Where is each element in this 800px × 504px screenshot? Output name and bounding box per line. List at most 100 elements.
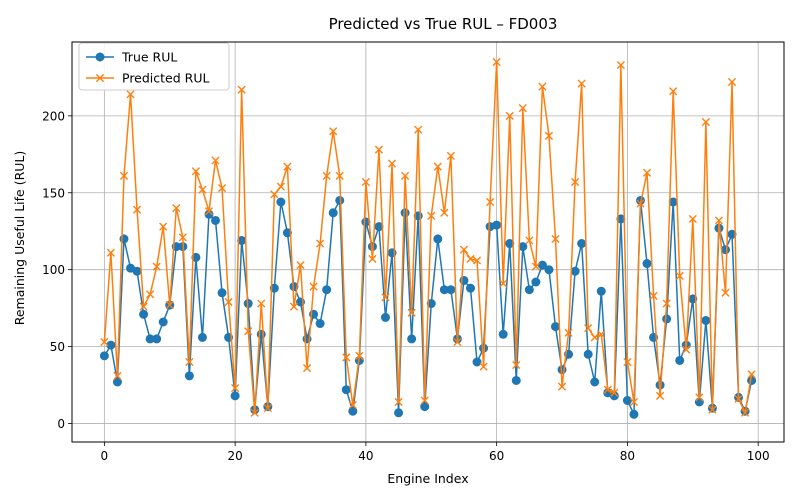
true-rul-point: [394, 408, 404, 418]
predicted-rul-point: [734, 394, 743, 404]
true-rul-point: [492, 220, 502, 230]
predicted-rul-point: [433, 162, 442, 171]
predicted-rul-point: [100, 337, 109, 347]
predicted-rul-point: [132, 205, 142, 214]
predicted-rul-point: [688, 214, 697, 224]
true-rul-point: [282, 228, 292, 238]
predicted-rul-point: [113, 371, 122, 380]
predicted-rul-point: [126, 90, 135, 99]
true-rul-point: [139, 309, 149, 319]
predicted-rul-point: [146, 290, 155, 299]
true-rul-point: [662, 314, 672, 324]
predicted-rul-point: [564, 328, 573, 337]
x-tick-label: 0: [101, 449, 109, 463]
true-rul-point: [158, 317, 168, 327]
predicted-rul-point: [453, 337, 462, 347]
predicted-rul-point: [381, 293, 390, 302]
predicted-rul-point: [237, 85, 246, 94]
series-predicted-rul: [100, 57, 756, 417]
true-rul-point: [217, 288, 227, 298]
true-rul-point: [348, 406, 358, 416]
predicted-rul-point: [152, 262, 161, 271]
predicted-rul-point: [394, 397, 403, 407]
predicted-rul-point: [211, 156, 220, 165]
predicted-rul-point: [289, 302, 299, 311]
predicted-rul-point: [577, 79, 586, 88]
predicted-rul-point: [538, 82, 547, 91]
predicted-rul-point: [191, 167, 200, 176]
true-rul-point: [577, 239, 587, 249]
predicted-rul-point: [224, 297, 233, 307]
predicted-rul-point: [296, 260, 305, 270]
x-tick-label: 20: [227, 449, 242, 463]
y-tick-label: 200: [42, 109, 65, 123]
predicted-rul-point: [649, 291, 658, 300]
predicted-rul-point: [401, 171, 410, 180]
chart-title: Predicted vs True RUL – FD003: [329, 15, 558, 33]
predicted-rul-point: [165, 300, 174, 310]
predicted-rul-point: [571, 177, 580, 187]
true-rul-point: [583, 349, 593, 359]
true-rul-point: [570, 266, 580, 276]
y-tick-label: 100: [42, 263, 65, 277]
predicted-rul-point: [695, 393, 704, 402]
predicted-rul-point: [316, 239, 325, 248]
predicted-rul-point: [610, 388, 619, 397]
predicted-rul-point: [512, 360, 521, 370]
true-rul-point: [197, 332, 207, 342]
true-rul-point: [269, 283, 279, 293]
predicted-rul-point: [387, 159, 397, 168]
y-axis-ticks: 0 50 100 150 200: [42, 109, 72, 431]
predicted-rul-point: [427, 211, 436, 220]
true-rul-point: [622, 395, 632, 405]
predicted-rul-point: [479, 362, 488, 371]
predicted-rul-point: [616, 60, 625, 70]
true-rul-point: [420, 402, 430, 412]
true-rul-point: [531, 277, 541, 287]
plot-frame: [71, 41, 785, 443]
legend: True RUL Predicted RUL: [78, 42, 230, 91]
true-rul-point: [335, 195, 345, 205]
true-rul-point: [211, 215, 221, 225]
true-rul-point: [152, 334, 162, 344]
predicted-rul-point: [446, 151, 455, 160]
true-rul-point: [472, 357, 482, 367]
predicted-rul-point: [466, 254, 475, 264]
true-rul-point: [544, 265, 554, 275]
predicted-rul-point: [309, 282, 318, 291]
predicted-rul-point: [747, 370, 756, 379]
true-rul-point: [426, 299, 436, 309]
predicted-rul-point: [172, 204, 181, 213]
legend-label: Predicted RUL: [122, 71, 209, 86]
predicted-rul-point: [597, 330, 606, 339]
predicted-rul-point: [629, 397, 639, 407]
predicted-rul-point: [675, 271, 684, 280]
true-rul-point: [701, 315, 711, 325]
predicted-rul-point: [374, 145, 384, 154]
predicted-rul-point: [623, 357, 632, 367]
series-layer: [99, 57, 757, 419]
x-tick-label: 40: [358, 449, 373, 463]
true-rul-point: [184, 371, 194, 381]
true-rul-point: [341, 385, 351, 395]
x-tick-label: 100: [747, 449, 770, 463]
x-tick-label: 60: [489, 449, 504, 463]
true-rul-point: [112, 377, 122, 387]
true-rul-point: [537, 260, 547, 270]
predicted-rul-point: [276, 182, 285, 191]
predicted-rul-point: [486, 197, 495, 207]
predicted-rul-point: [544, 131, 554, 140]
true-rul-point: [400, 208, 410, 218]
predicted-rul-point: [518, 104, 527, 113]
predicted-rul-point: [420, 396, 429, 405]
true-rul-point: [322, 285, 332, 295]
legend-swatch-marker: [95, 73, 105, 83]
predicted-rul-point: [250, 408, 259, 417]
predicted-rul-point: [322, 171, 331, 180]
y-tick-label: 150: [42, 186, 65, 200]
predicted-rul-point: [669, 87, 678, 96]
predicted-rul-point: [414, 125, 423, 134]
predicted-rul-point: [348, 400, 357, 410]
predicted-rul-point: [257, 299, 266, 308]
